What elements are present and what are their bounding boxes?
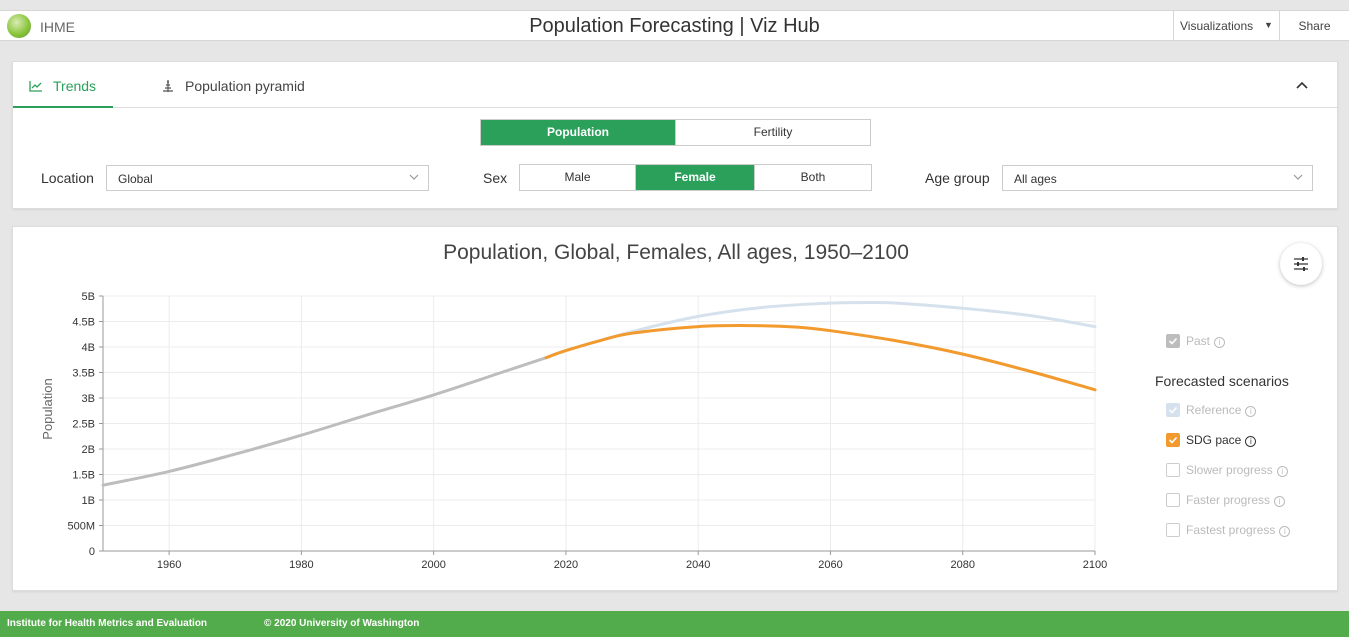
tab-trends[interactable]: Trends [13,62,113,108]
location-label: Location [41,170,94,186]
footer-copyright: © 2020 University of Washington [264,618,420,629]
sdg-pace-checkbox[interactable] [1166,433,1180,447]
measure-fertility-button[interactable]: Fertility [676,120,870,145]
pyramid-icon [161,79,175,95]
view-tabs: Trends Population pyramid [13,62,1339,108]
ihme-logo-icon[interactable] [7,14,31,38]
chart-panel: Population, Global, Females, All ages, 1… [12,226,1338,591]
x-tick-label: 2080 [950,559,974,571]
age-group-select[interactable]: All ages [1002,165,1313,191]
caret-down-icon: ▼ [1264,20,1273,30]
y-tick-label: 3.5B [72,368,95,380]
slower-progress-label: Slower progress [1186,463,1273,477]
y-tick-label: 2.5B [72,419,95,431]
share-button[interactable]: Share [1279,11,1349,40]
tab-trends-label: Trends [53,78,97,94]
sex-male-button[interactable]: Male [520,165,636,190]
measure-population-button[interactable]: Population [481,120,676,145]
y-tick-label: 2B [82,444,95,456]
footer-institute[interactable]: Institute for Health Metrics and Evaluat… [7,618,208,629]
footer: Institute for Health Metrics and Evaluat… [0,611,1349,637]
sdg-pace-label: SDG pace [1186,433,1242,447]
info-icon[interactable]: i [1214,337,1226,348]
y-tick-label: 5B [82,291,95,303]
collapse-chevron-up-icon[interactable] [1293,76,1311,94]
series-line-sdg-pace [544,324,1097,392]
sliders-icon [1294,257,1308,271]
x-tick-label: 1980 [289,559,313,571]
forecast-scenarios-heading: Forecasted scenarios [1155,373,1289,389]
series-line-past [101,356,548,487]
reference-checkbox[interactable] [1166,403,1180,417]
top-bar: IHME Population Forecasting | Viz Hub Vi… [0,10,1349,41]
y-tick-label: 0 [89,546,95,558]
location-select[interactable]: Global [106,165,429,191]
sex-label: Sex [483,170,508,186]
sex-both-button[interactable]: Both [755,165,871,190]
chart-settings-button[interactable] [1280,243,1322,285]
info-icon[interactable]: i [1245,406,1257,417]
reference-label: Reference [1186,403,1242,417]
y-tick-label: 1B [82,495,95,507]
line-chart-icon [29,79,43,95]
measure-toggle: Population Fertility [480,119,871,146]
faster-progress-checkbox[interactable] [1166,493,1180,507]
slower-progress-checkbox[interactable] [1166,463,1180,477]
x-tick-label: 2000 [421,559,445,571]
x-tick-label: 2040 [686,559,710,571]
info-icon[interactable]: i [1276,466,1288,477]
tab-pyramid-label: Population pyramid [185,78,305,94]
y-axis-ticks: 0 500M 1B 1.5B 2B 2.5B 3B 3.5B 4B 4.5B 5B [67,291,103,558]
location-value: Global [118,172,153,186]
fastest-progress-label: Fastest progress [1186,523,1276,537]
visualizations-menu-button[interactable]: Visualizations ▼ [1173,11,1278,40]
visualizations-label: Visualizations [1180,19,1254,33]
y-tick-label: 3B [82,393,95,405]
chart-grid [102,295,1096,552]
past-checkbox[interactable] [1166,334,1180,348]
info-icon[interactable]: i [1279,526,1291,537]
y-tick-label: 4B [82,342,95,354]
faster-progress-label: Faster progress [1186,493,1271,507]
y-tick-label: 500M [67,521,95,533]
tab-population-pyramid[interactable]: Population pyramid [161,62,331,108]
sex-female-button[interactable]: Female [636,165,755,190]
x-tick-label: 1960 [157,559,181,571]
chevron-down-icon [1292,171,1304,186]
y-tick-label: 4.5B [72,317,95,329]
population-line-chart: 0 500M 1B 1.5B 2B 2.5B 3B 3.5B 4B 4.5B 5B 1960 1980… [40,291,1107,571]
past-label: Past [1186,334,1211,348]
x-tick-label: 2060 [818,559,842,571]
brand-name[interactable]: IHME [40,19,75,35]
app-title: Population Forecasting | Viz Hub [529,15,820,37]
x-axis-ticks: 1960 1980 2000 2020 2040 2060 2080 2100 [157,551,1107,571]
info-icon[interactable]: i [1274,496,1286,507]
y-tick-label: 1.5B [72,470,95,482]
fastest-progress-checkbox[interactable] [1166,523,1180,537]
chevron-down-icon [408,171,420,186]
x-tick-label: 2020 [554,559,578,571]
age-group-label: Age group [925,170,990,186]
x-tick-label: 2100 [1083,559,1107,571]
y-axis-label: Population [40,378,55,439]
age-group-value: All ages [1014,172,1057,186]
chart-series [101,301,1097,487]
info-icon[interactable]: i [1245,436,1257,447]
chart-title: Population, Global, Females, All ages, 1… [443,241,909,264]
controls-panel: Trends Population pyramid Population Fer… [12,61,1339,209]
sex-toggle: Male Female Both [519,164,872,191]
